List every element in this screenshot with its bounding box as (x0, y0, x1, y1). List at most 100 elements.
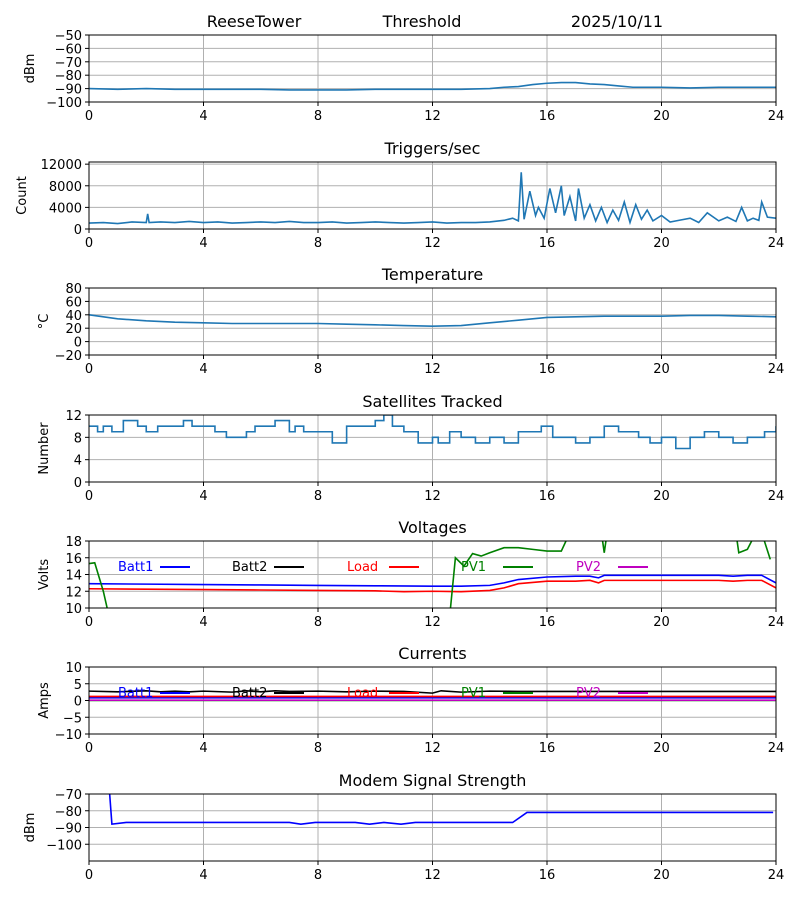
x-tick-label: 16 (539, 362, 556, 377)
y-tick-label: −80 (55, 805, 82, 820)
legend-label-batt1: Batt1 (118, 560, 153, 575)
y-tick-label: 16 (65, 552, 82, 567)
subplot-3: 0 4 8 12 16 20 24 0 4 8 12 Satellites Tracked Number (37, 392, 784, 504)
series-line-modem (108, 794, 774, 826)
x-tick-label: 8 (314, 236, 322, 251)
x-tick-label: 16 (539, 489, 556, 504)
y-tick-label: 12 (65, 409, 82, 424)
x-tick-label: 24 (768, 109, 785, 124)
plot-frame (88, 540, 777, 609)
y-tick-label: −50 (55, 29, 82, 44)
y-tick-label: 40 (65, 309, 82, 324)
x-tick-label: 16 (539, 615, 556, 630)
x-tick-label: 4 (199, 362, 207, 377)
legend-label-batt1: Batt1 (118, 686, 153, 701)
legend-label-load: Load (347, 560, 378, 575)
y-tick-label: 80 (65, 282, 82, 297)
x-tick-label: 0 (85, 109, 93, 124)
y-tick-label: −60 (55, 42, 82, 57)
x-tick-label: 0 (85, 741, 93, 756)
x-tick-label: 20 (653, 362, 670, 377)
x-tick-label: 24 (768, 615, 785, 630)
plot-frame (88, 161, 777, 230)
y-tick-label: −70 (55, 56, 82, 71)
series-line-pv1 (89, 541, 772, 608)
y-tick-label: 18 (65, 535, 82, 550)
series-line-batt1 (89, 574, 776, 588)
y-axis-label: Amps (37, 682, 52, 719)
y-tick-label: −80 (55, 69, 82, 84)
legend-label-pv2: PV2 (576, 686, 601, 701)
x-tick-label: 4 (199, 489, 207, 504)
y-axis-label: Volts (37, 559, 52, 591)
x-tick-label: 12 (424, 868, 441, 883)
header-mode: Threshold (382, 12, 462, 31)
x-tick-label: 8 (314, 868, 322, 883)
legend-label-load: Load (347, 686, 378, 701)
x-tick-label: 24 (768, 236, 785, 251)
x-tick-label: 12 (424, 615, 441, 630)
x-tick-label: 0 (85, 236, 93, 251)
x-tick-label: 4 (199, 741, 207, 756)
subplot-title: Modem Signal Strength (339, 771, 527, 790)
y-tick-label: 4000 (49, 201, 82, 216)
x-tick-label: 16 (539, 236, 556, 251)
x-tick-label: 20 (653, 868, 670, 883)
header-date: 2025/10/11 (571, 12, 663, 31)
x-tick-label: 4 (199, 615, 207, 630)
legend-label-pv1: PV1 (461, 560, 486, 575)
x-tick-label: 12 (424, 362, 441, 377)
x-tick-label: 16 (539, 741, 556, 756)
y-tick-label: −100 (46, 96, 82, 111)
subplot-title: Temperature (381, 265, 483, 284)
x-tick-label: 12 (424, 109, 441, 124)
x-tick-label: 4 (199, 868, 207, 883)
y-tick-label: 0 (74, 695, 82, 710)
y-axis-label: °C (37, 314, 52, 330)
y-axis-label: dBm (23, 54, 38, 84)
x-tick-label: 20 (653, 741, 670, 756)
x-tick-label: 4 (199, 236, 207, 251)
x-tick-label: 20 (653, 109, 670, 124)
subplot-title: Satellites Tracked (362, 392, 502, 411)
series-line-satellites (89, 415, 776, 450)
x-tick-label: 4 (199, 109, 207, 124)
x-tick-label: 8 (314, 362, 322, 377)
x-tick-label: 12 (424, 236, 441, 251)
y-tick-label: −100 (46, 838, 82, 853)
y-tick-label: 8 (74, 431, 82, 446)
subplot-0: 0 4 8 12 16 20 24 −100−90−80−70−60−50 dBm (23, 29, 784, 124)
plot-frame (88, 793, 777, 862)
x-tick-label: 8 (314, 489, 322, 504)
subplot-title: Currents (398, 644, 466, 663)
subplot-title: Voltages (398, 518, 466, 537)
plot-frame (88, 666, 777, 735)
series-line-triggers (89, 172, 776, 226)
x-tick-label: 16 (539, 109, 556, 124)
plot-frame (88, 414, 777, 483)
x-tick-label: 12 (424, 741, 441, 756)
legend-label-pv1: PV1 (461, 686, 486, 701)
y-tick-label: 12000 (41, 158, 82, 173)
y-tick-label: 10 (65, 602, 82, 617)
x-tick-label: 8 (314, 741, 322, 756)
x-tick-label: 0 (85, 868, 93, 883)
subplot-5: 0 4 8 12 16 20 24 −10 −50 5 10 Currents Amps Batt1 Bat… (37, 644, 784, 756)
y-tick-label: 10 (65, 661, 82, 676)
y-axis-label: Count (15, 176, 30, 215)
header-station: ReeseTower (207, 12, 302, 31)
series-line-load (89, 579, 776, 593)
y-tick-label: 8000 (49, 180, 82, 195)
y-tick-label: −20 (55, 349, 82, 364)
y-axis-label: Number (37, 422, 52, 475)
y-axis-label: dBm (23, 813, 38, 843)
y-tick-label: 14 (65, 569, 82, 584)
y-tick-label: −10 (55, 728, 82, 743)
x-tick-label: 24 (768, 868, 785, 883)
x-tick-label: 16 (539, 868, 556, 883)
series-line-signal (89, 81, 776, 91)
legend-label-batt2: Batt2 (232, 560, 267, 575)
y-tick-label: 0 (74, 223, 82, 238)
